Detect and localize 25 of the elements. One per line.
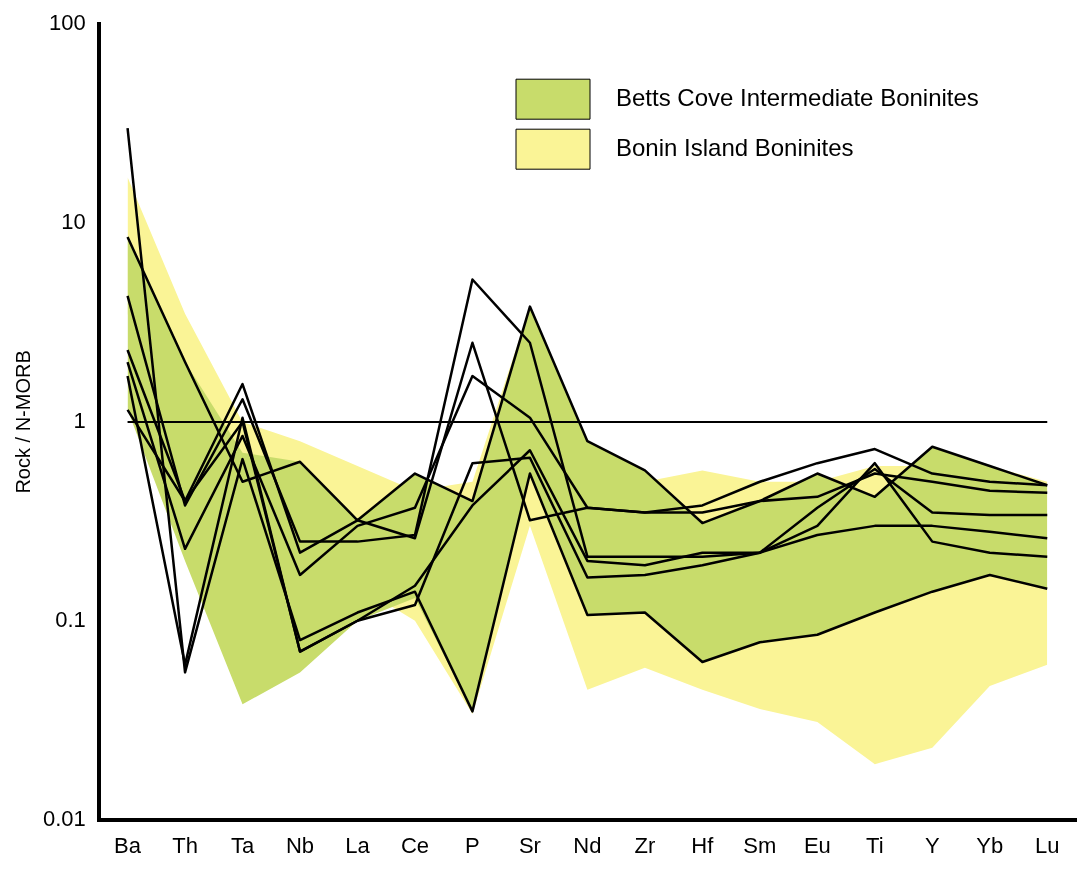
x-tick-label: Zr xyxy=(634,832,656,858)
x-tick-label: Nd xyxy=(573,832,602,858)
y-axis-title: Rock / N-MORB xyxy=(11,350,34,494)
x-tick-label: Yb xyxy=(976,832,1004,858)
x-tick-label: Ta xyxy=(230,832,255,858)
x-tick-label: P xyxy=(465,832,480,858)
legend-label: Bonin Island Boninites xyxy=(616,133,854,161)
x-tick-label: Hf xyxy=(691,832,715,858)
y-tick-label: 0.1 xyxy=(55,606,86,632)
x-tick-label: Y xyxy=(924,832,940,858)
x-tick-label: Th xyxy=(172,832,198,858)
x-tick-label: Sm xyxy=(743,832,777,858)
x-tick-label: Ti xyxy=(866,832,884,858)
y-tick-label: 100 xyxy=(49,10,86,36)
x-tick-label: Lu xyxy=(1035,832,1060,858)
y-tick-label: 10 xyxy=(61,209,86,235)
x-tick-label: Ba xyxy=(114,832,142,858)
y-tick-label: 0.01 xyxy=(42,805,86,831)
x-tick-label: La xyxy=(345,832,371,858)
x-tick-label: Nb xyxy=(285,832,315,858)
y-tick-label: 1 xyxy=(73,407,86,433)
x-tick-label: Eu xyxy=(803,832,831,858)
legend-label: Betts Cove Intermediate Boninites xyxy=(616,83,979,111)
x-tick-label: Ce xyxy=(400,832,430,858)
x-tick-label: Sr xyxy=(518,832,541,858)
